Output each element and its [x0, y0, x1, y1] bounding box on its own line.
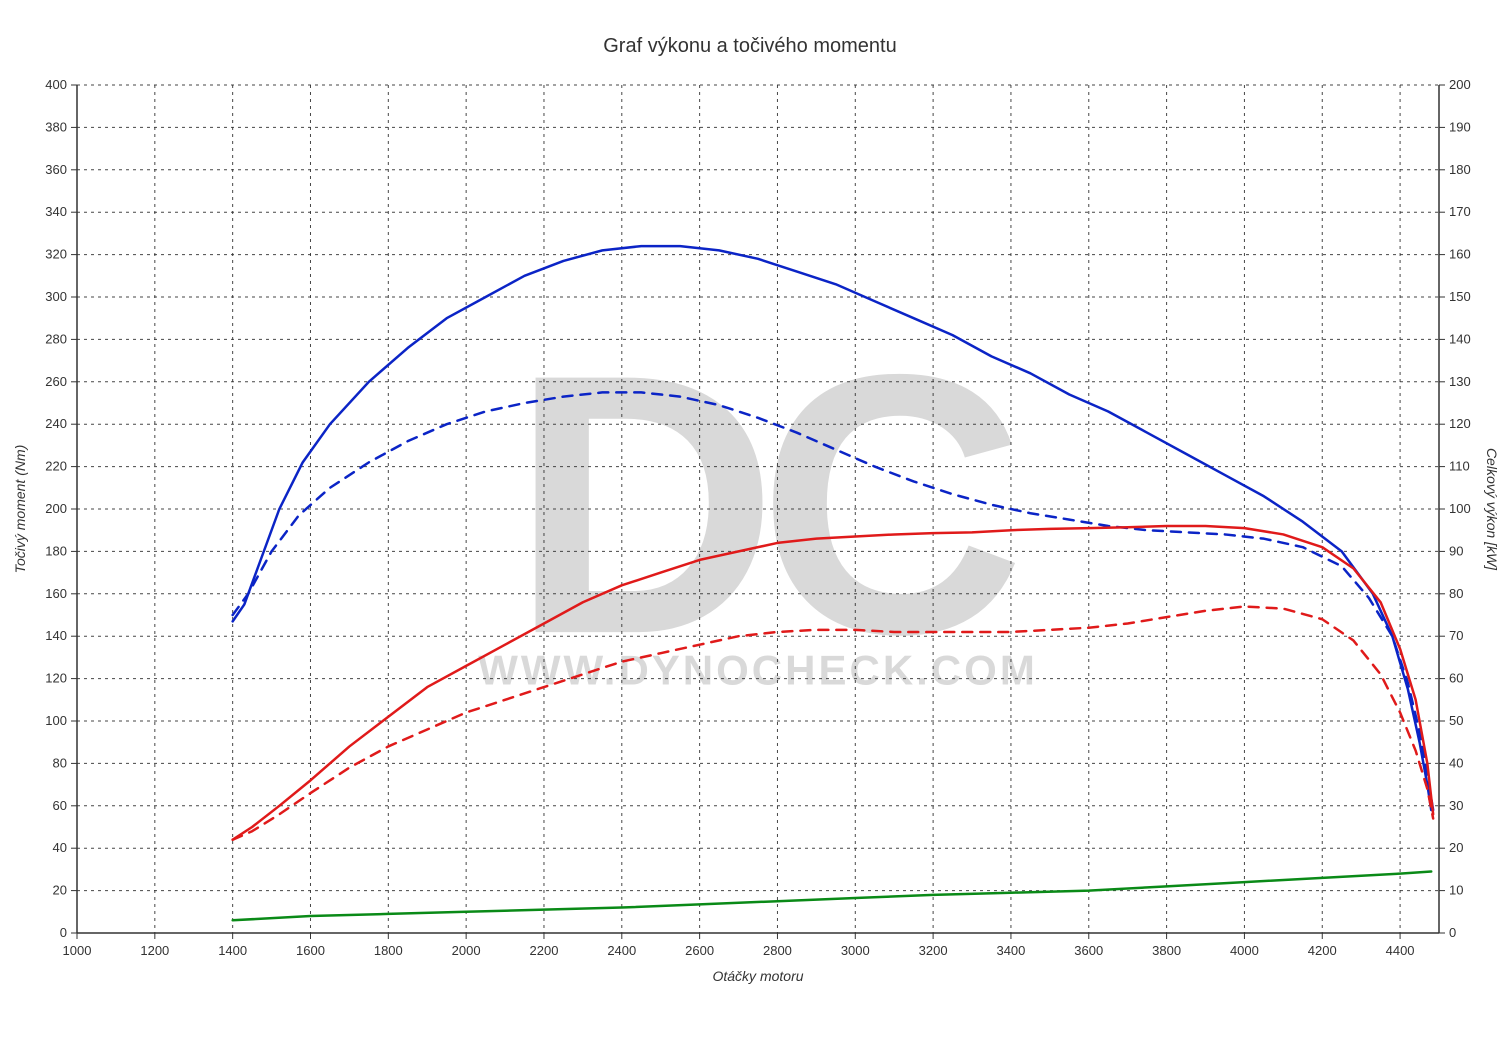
- x-tick-label: 1600: [296, 943, 325, 958]
- y-right-tick-label: 80: [1449, 586, 1463, 601]
- x-tick-label: 4200: [1308, 943, 1337, 958]
- y-left-tick-label: 180: [45, 543, 67, 558]
- chart-container: Graf výkonu a točivého momentu DCWWW.DYN…: [0, 0, 1500, 1040]
- chart-title: Graf výkonu a točivého momentu: [0, 35, 1500, 58]
- y-left-tick-label: 280: [45, 331, 67, 346]
- y-left-tick-label: 40: [53, 840, 67, 855]
- y-left-tick-label: 380: [45, 119, 67, 134]
- x-tick-label: 2000: [452, 943, 481, 958]
- y-left-tick-label: 240: [45, 416, 67, 431]
- watermark: DCWWW.DYNOCHECK.COM: [478, 298, 1038, 711]
- chart-title-text: Graf výkonu a točivého momentu: [603, 35, 896, 57]
- y-right-tick-label: 130: [1449, 374, 1471, 389]
- x-tick-label: 1000: [63, 943, 92, 958]
- y-right-tick-label: 160: [1449, 247, 1471, 262]
- y-right-tick-label: 20: [1449, 840, 1463, 855]
- y-right-tick-label: 10: [1449, 883, 1463, 898]
- y-left-tick-label: 20: [53, 883, 67, 898]
- y-left-tick-label: 120: [45, 671, 67, 686]
- y-right-tick-label: 150: [1449, 289, 1471, 304]
- y-left-tick-label: 0: [60, 925, 67, 940]
- y-right-tick-label: 40: [1449, 755, 1463, 770]
- x-tick-label: 3800: [1152, 943, 1181, 958]
- x-tick-label: 3400: [996, 943, 1025, 958]
- y-right-tick-label: 0: [1449, 925, 1456, 940]
- svg-text:WWW.DYNOCHECK.COM: WWW.DYNOCHECK.COM: [478, 646, 1038, 693]
- x-tick-label: 3600: [1074, 943, 1103, 958]
- series-aux-green: [233, 872, 1432, 921]
- x-tick-label: 1400: [218, 943, 247, 958]
- x-tick-label: 1200: [140, 943, 169, 958]
- y-right-tick-label: 190: [1449, 119, 1471, 134]
- x-tick-label: 3000: [841, 943, 870, 958]
- x-tick-label: 1800: [374, 943, 403, 958]
- y-left-tick-label: 200: [45, 501, 67, 516]
- y-left-axis-label: Točivý moment (Nm): [12, 445, 28, 574]
- x-axis-label: Otáčky motoru: [712, 968, 803, 984]
- x-tick-label: 3200: [919, 943, 948, 958]
- y-left-tick-label: 140: [45, 628, 67, 643]
- x-tick-label: 2800: [763, 943, 792, 958]
- y-left-tick-label: 320: [45, 247, 67, 262]
- y-right-tick-label: 200: [1449, 77, 1471, 92]
- y-left-tick-label: 340: [45, 204, 67, 219]
- y-right-tick-label: 170: [1449, 204, 1471, 219]
- y-right-tick-label: 100: [1449, 501, 1471, 516]
- y-right-tick-label: 50: [1449, 713, 1463, 728]
- x-tick-label: 4400: [1386, 943, 1415, 958]
- x-tick-label: 2200: [530, 943, 559, 958]
- y-right-tick-label: 90: [1449, 543, 1463, 558]
- y-right-tick-label: 30: [1449, 798, 1463, 813]
- y-right-tick-label: 180: [1449, 162, 1471, 177]
- y-left-tick-label: 80: [53, 755, 67, 770]
- y-left-tick-label: 300: [45, 289, 67, 304]
- y-right-tick-label: 110: [1449, 459, 1470, 474]
- y-left-tick-label: 100: [45, 713, 67, 728]
- y-right-tick-label: 120: [1449, 416, 1471, 431]
- y-right-axis-label: Celkový výkon [kW]: [1484, 448, 1500, 571]
- y-right-tick-label: 60: [1449, 671, 1463, 686]
- y-left-tick-label: 400: [45, 77, 67, 92]
- y-left-tick-label: 60: [53, 798, 67, 813]
- y-left-tick-label: 260: [45, 374, 67, 389]
- chart-svg: DCWWW.DYNOCHECK.COM 02040608010012014016…: [0, 0, 1500, 1040]
- y-left-tick-label: 220: [45, 459, 67, 474]
- y-right-tick-label: 70: [1449, 628, 1463, 643]
- x-tick-label: 4000: [1230, 943, 1259, 958]
- x-tick-label: 2400: [607, 943, 636, 958]
- y-left-tick-label: 160: [45, 586, 67, 601]
- y-right-tick-label: 140: [1449, 331, 1471, 346]
- y-left-tick-label: 360: [45, 162, 67, 177]
- x-tick-label: 2600: [685, 943, 714, 958]
